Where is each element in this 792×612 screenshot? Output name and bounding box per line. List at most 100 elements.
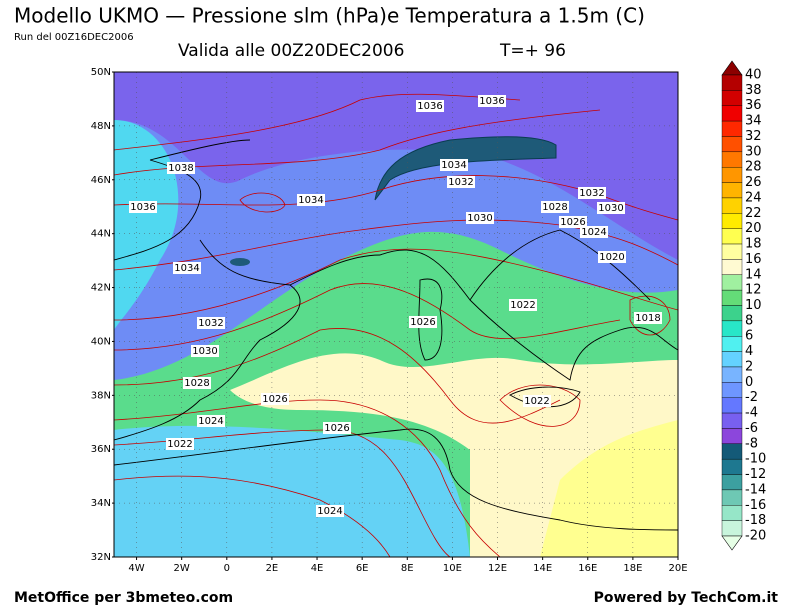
lon-label: 8E <box>401 563 414 574</box>
colorbar-segment <box>721 382 743 398</box>
lon-label: 2W <box>174 563 190 574</box>
colorbar-segment <box>721 182 743 199</box>
colorbar-segment <box>721 458 743 475</box>
colorbar-segment <box>721 136 743 153</box>
isobars <box>114 93 678 557</box>
colorbar-label: 18 <box>745 237 762 252</box>
isobar-label: 1028 <box>542 202 567 213</box>
isobar-label-box <box>297 194 325 206</box>
colorbar-label: 26 <box>745 175 762 190</box>
lat-label: 36N <box>91 444 111 455</box>
colorbar-segment <box>721 351 743 368</box>
isobar-label-box <box>580 226 608 238</box>
isobar-label: 1030 <box>192 346 217 357</box>
colorbar-label: 10 <box>745 298 762 313</box>
isobar-label: 1026 <box>262 394 287 405</box>
isobar-label-box <box>409 316 437 328</box>
colorbar-label: -12 <box>745 467 766 482</box>
colorbar-label: 6 <box>745 329 753 344</box>
isobar-label: 1020 <box>599 252 624 263</box>
colorbar-segment <box>721 213 743 229</box>
lat-label: 48N <box>91 121 111 132</box>
colorbar-segment <box>721 120 743 137</box>
lon-label: 12E <box>488 563 507 574</box>
footer-right: Powered by TechCom.it <box>594 590 779 606</box>
isobar-label-box <box>191 345 219 357</box>
isobar-label-box <box>440 159 468 171</box>
isobar-label: 1026 <box>324 423 349 434</box>
isobar-label: 1022 <box>510 300 535 311</box>
lat-label: 40N <box>91 336 111 347</box>
colorbar-label: 30 <box>745 144 762 159</box>
isobar-label: 1022 <box>524 396 549 407</box>
colorbar-label: 14 <box>745 267 762 282</box>
isobar-label-box <box>197 415 225 427</box>
colorbar-segment <box>721 520 743 537</box>
colorbar-segment <box>721 105 743 122</box>
isobar-label: 1024 <box>581 227 606 238</box>
colorbar-segment <box>721 305 743 322</box>
isobar-label: 1038 <box>168 163 193 174</box>
isobar-label: 1024 <box>317 506 342 517</box>
colorbar-segment <box>721 428 743 444</box>
map-field <box>114 72 678 557</box>
lon-label: 10E <box>443 563 462 574</box>
colorbar-segment <box>721 228 743 245</box>
isobar-label: 1030 <box>467 213 492 224</box>
lon-label: 4W <box>128 563 144 574</box>
isobar-label: 1026 <box>410 317 435 328</box>
lon-label: 14E <box>533 563 552 574</box>
colorbar-label: 2 <box>745 359 753 374</box>
isobar-label-box <box>559 216 587 228</box>
valid-label: Valida alle 00Z20DEC2006 <box>178 41 404 61</box>
run-label: Run del 00Z16DEC2006 <box>14 32 134 43</box>
colorbar-segment <box>721 336 743 352</box>
isobar-label-box <box>173 262 201 274</box>
colorbar-segment <box>721 166 743 183</box>
isobar-label-box <box>316 505 344 517</box>
title: Modello UKMO — Pressione slm (hPa)e Temp… <box>14 4 645 28</box>
lat-label: 42N <box>91 283 111 294</box>
colorbar-top <box>721 60 743 76</box>
isobar-label: 1022 <box>167 439 192 450</box>
lat-label: 34N <box>91 498 111 509</box>
colorbar-label: 8 <box>745 313 753 328</box>
colorbar-segment <box>721 366 743 383</box>
colorbar-label: 40 <box>745 68 762 83</box>
colorbar-segment <box>721 397 743 414</box>
isobar-label-box <box>183 377 211 389</box>
colorbar-label: 12 <box>745 283 762 298</box>
colorbar-label: 4 <box>745 344 753 359</box>
isobar-label-box <box>466 212 494 224</box>
colorbar-label: 24 <box>745 190 762 205</box>
colorbar: 4038363432302826242220181614121086420-2-… <box>721 60 766 551</box>
isobar-label-box <box>541 201 569 213</box>
colorbar-label: 34 <box>745 114 762 129</box>
isobar-label-box <box>416 100 444 112</box>
isobar-label: 1028 <box>184 378 209 389</box>
lon-label: 0 <box>224 563 230 574</box>
isobar-label-box <box>166 438 194 450</box>
colorbar-label: -20 <box>745 529 766 544</box>
colorbar-label: -10 <box>745 452 766 467</box>
isobar-label-box <box>261 393 289 405</box>
isobar-label-box <box>523 395 551 407</box>
colorbar-label: 16 <box>745 252 762 267</box>
colorbar-segment <box>721 474 743 491</box>
isobar-label: 1030 <box>598 203 623 214</box>
colorbar-label: 22 <box>745 206 762 221</box>
colorbar-segment <box>721 90 743 106</box>
isobar-label-box <box>447 176 475 188</box>
lon-label: 4E <box>311 563 324 574</box>
colorbar-label: -18 <box>745 513 766 528</box>
isobar-label-box <box>167 162 195 174</box>
lon-label: 6E <box>356 563 369 574</box>
colorbar-label: -8 <box>745 436 758 451</box>
colorbar-segment <box>721 489 743 506</box>
colorbar-segment <box>721 243 743 260</box>
isobar-label: 1034 <box>441 160 466 171</box>
lat-label: 46N <box>91 175 111 186</box>
colorbar-label: -16 <box>745 498 766 513</box>
colorbar-segment <box>721 443 743 460</box>
